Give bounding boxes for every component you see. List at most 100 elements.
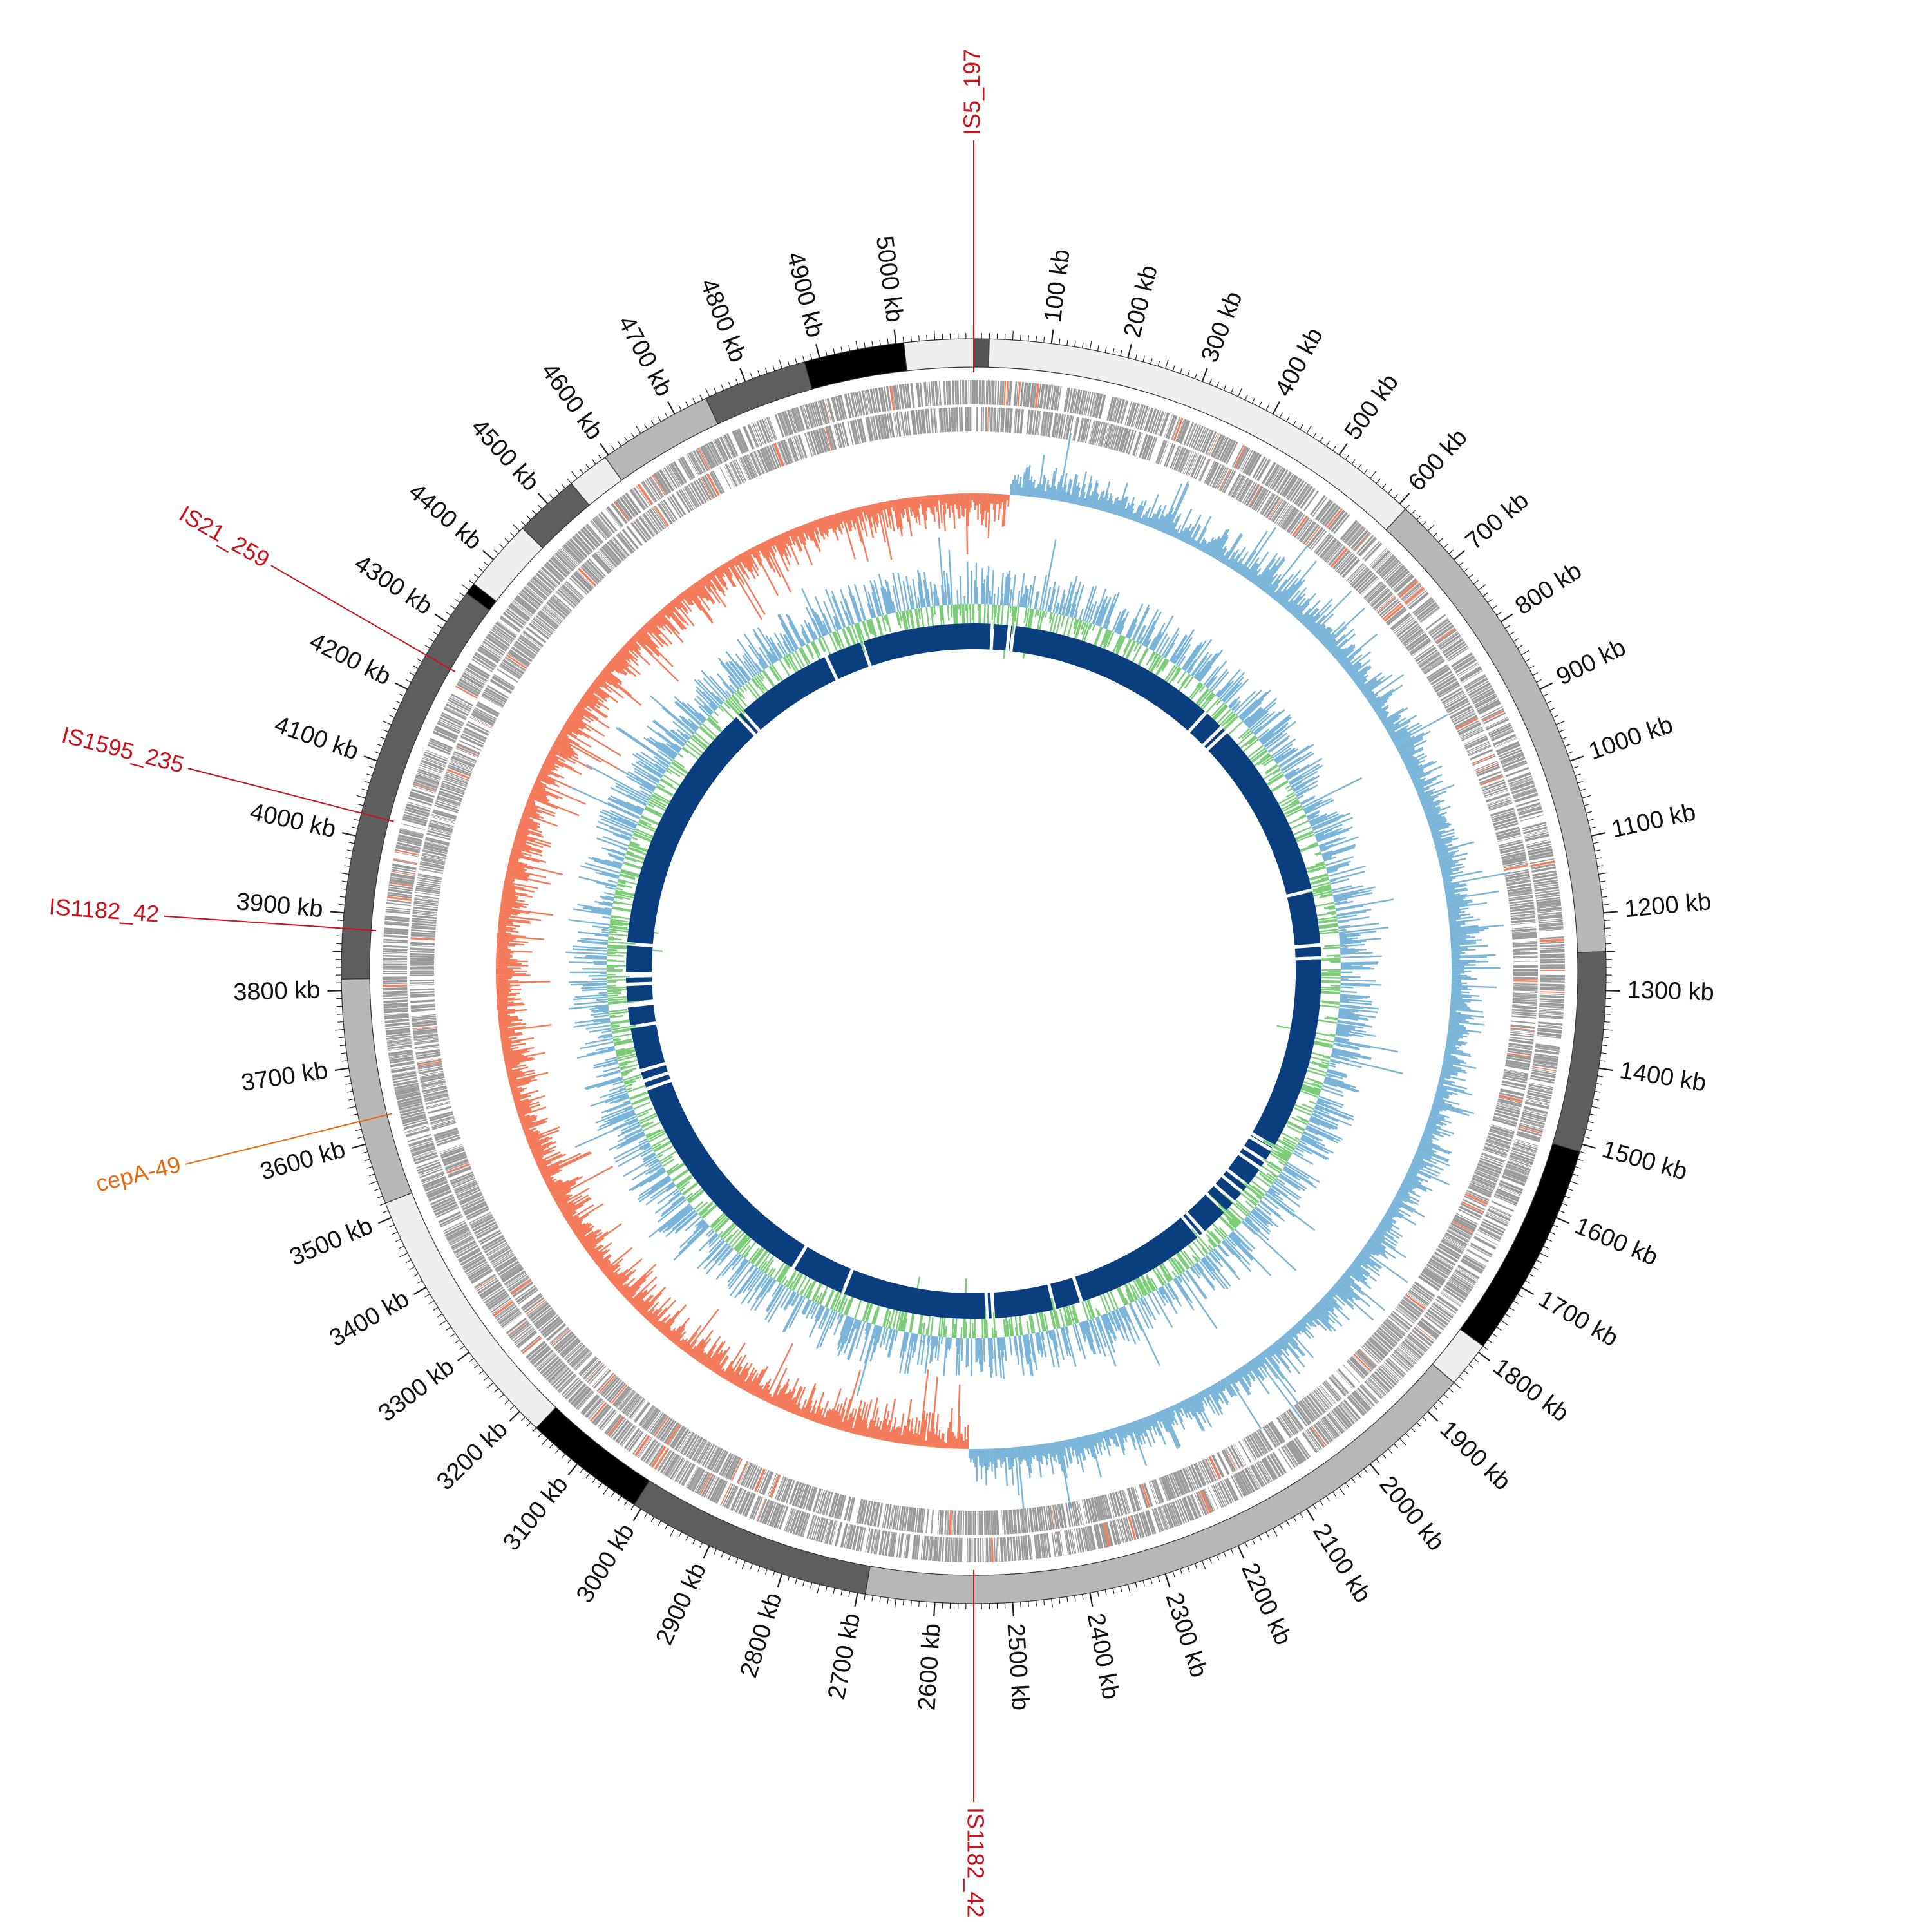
gene-block — [1037, 411, 1042, 436]
gene-block — [811, 1516, 819, 1540]
gene-block — [1499, 844, 1524, 851]
gene-block — [687, 1466, 701, 1490]
minor-tick — [1381, 1454, 1387, 1459]
gene-block — [1306, 1395, 1323, 1416]
gene-block — [410, 952, 435, 956]
gene-block — [667, 497, 682, 518]
gc-skew-bar — [1383, 715, 1402, 727]
gene-block — [1497, 1186, 1520, 1197]
gene-block — [709, 1448, 723, 1471]
gene-block — [397, 837, 422, 844]
gene-block — [911, 1507, 917, 1533]
gc-skew-bar — [1162, 1410, 1180, 1448]
gc-skew-bar — [1365, 1244, 1380, 1255]
gc-skew-bar — [1441, 867, 1452, 871]
gene-block — [467, 1263, 489, 1277]
minor-tick — [1448, 549, 1454, 554]
gene-block — [709, 472, 723, 495]
gene-block — [448, 1231, 471, 1243]
gc-skew-bar — [1265, 574, 1282, 594]
gc-skew-bar — [1450, 1001, 1465, 1004]
gene-block — [961, 380, 964, 405]
gc-skew-bar — [1352, 665, 1371, 681]
gene-block — [1200, 1461, 1211, 1484]
gene-block — [527, 1300, 547, 1316]
gene-block — [1211, 464, 1224, 488]
gc-skew-bar — [790, 1387, 803, 1414]
gene-block — [1234, 477, 1247, 499]
minor-tick — [1157, 1576, 1160, 1582]
gene-block — [585, 1362, 603, 1381]
gene-block — [561, 547, 579, 565]
gene-block — [1100, 1522, 1108, 1548]
gene-block — [769, 444, 780, 469]
gene-block — [1346, 526, 1363, 545]
gene-block — [1513, 965, 1538, 968]
gene-block — [1540, 949, 1565, 952]
gc-skew-bar — [1117, 497, 1125, 516]
gc-skew-bar — [1208, 536, 1220, 556]
gc-skew-bar — [1268, 1347, 1276, 1356]
gc-skew-bar — [1126, 1423, 1137, 1451]
gene-block — [1010, 1509, 1014, 1534]
contig-block — [804, 342, 907, 390]
gc-skew-bar — [1294, 1325, 1301, 1332]
gene-block — [1448, 647, 1469, 662]
gene-block — [1239, 449, 1252, 471]
minor-tick — [1558, 729, 1565, 732]
gc-skew-bar — [752, 1365, 769, 1396]
gene-block — [1374, 1332, 1394, 1350]
gene-block — [1226, 441, 1238, 464]
gc-skew-bar — [1132, 1421, 1141, 1443]
gene-block — [812, 1488, 822, 1513]
gene-block — [1484, 788, 1508, 797]
minor-tick — [1600, 1052, 1607, 1054]
gene-block — [1513, 989, 1538, 991]
gc-skew-bar — [915, 1420, 920, 1446]
minor-tick — [1059, 1597, 1061, 1604]
gene-block — [473, 1221, 497, 1235]
gc-skew-bar — [1423, 802, 1441, 811]
gc-skew-bar — [1392, 1199, 1425, 1218]
gc-skew-bar — [1389, 1205, 1399, 1213]
gene-block — [1450, 1276, 1472, 1292]
gene-block — [1081, 418, 1088, 443]
gene-block — [889, 413, 895, 438]
gene-block — [1401, 1298, 1423, 1316]
gene-block — [1396, 1306, 1416, 1322]
gc-skew-bar — [1370, 1236, 1387, 1249]
gene-block — [415, 777, 439, 787]
gene-block — [1215, 466, 1227, 489]
gene-block — [1402, 628, 1423, 645]
gene-block — [1262, 1426, 1278, 1448]
gene-block — [1051, 1532, 1056, 1557]
gc-skew-bar — [1285, 1332, 1306, 1356]
gene-block — [1498, 1185, 1521, 1195]
gene-block — [427, 1106, 452, 1114]
gene-block — [1317, 500, 1334, 522]
minor-tick — [1509, 631, 1515, 636]
gene-block — [468, 1264, 490, 1280]
gc-skew-bar — [681, 1325, 702, 1350]
gene-block — [1288, 1441, 1305, 1463]
gc-skew-bar — [895, 1426, 900, 1443]
gene-block — [1170, 445, 1180, 469]
gc-skew-bar — [1003, 494, 1007, 526]
gene-block — [1108, 424, 1116, 449]
gene-block — [925, 1536, 929, 1561]
gc-skew-bar — [1217, 545, 1227, 561]
gc-skew-bar — [1219, 554, 1226, 563]
gene-block — [647, 1444, 662, 1465]
gene-block — [1457, 1267, 1479, 1280]
gene-block — [787, 1508, 795, 1533]
gene-block — [1273, 469, 1289, 492]
gene-block — [384, 1013, 409, 1018]
minor-tick — [413, 1273, 419, 1277]
scale-label: 500 kb — [1340, 369, 1404, 444]
gene-block — [1512, 998, 1537, 1000]
gc-skew-bar — [1153, 518, 1160, 529]
gene-block — [1126, 401, 1135, 426]
gene-block — [764, 446, 775, 471]
gene-block — [395, 849, 419, 856]
gene-block — [987, 407, 989, 432]
